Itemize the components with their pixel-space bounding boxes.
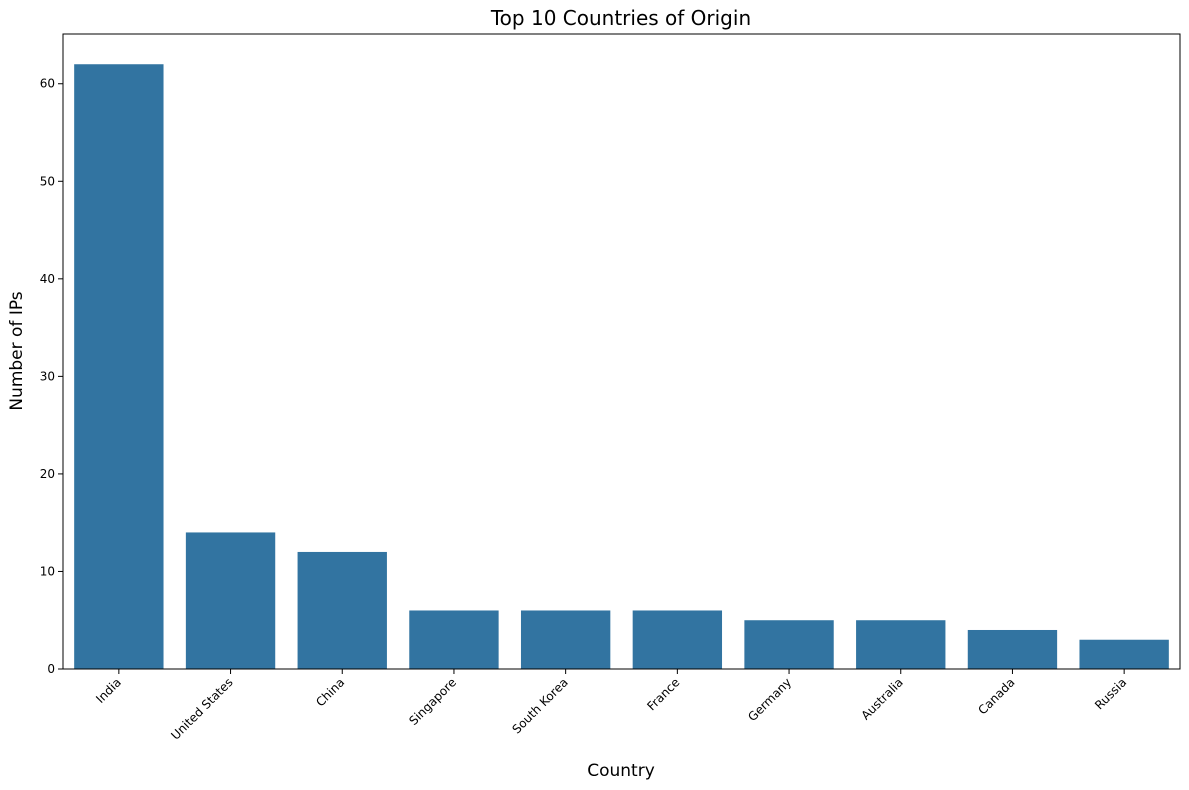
x-tick-label: Canada xyxy=(975,675,1017,717)
bar-france xyxy=(632,610,723,669)
y-tick-label: 30 xyxy=(40,369,55,383)
y-tick-label: 40 xyxy=(40,272,55,286)
bar-russia xyxy=(1079,639,1169,669)
y-axis-title: Number of IPs xyxy=(7,291,27,410)
x-tick-label: United States xyxy=(168,675,235,742)
y-axis: 0 10 20 30 40 50 60 xyxy=(40,77,63,676)
bar-australia xyxy=(856,620,946,669)
y-tick-label: 10 xyxy=(40,564,55,578)
x-axis: India United States China Singapore South Ko… xyxy=(93,669,1129,743)
x-tick-label: Germany xyxy=(745,675,794,724)
chart-title: Top 10 Countries of Origin xyxy=(490,6,751,30)
bar-united-states xyxy=(185,532,276,669)
bar-germany xyxy=(744,620,834,669)
x-tick-label: Australia xyxy=(858,675,905,722)
x-tick-label: China xyxy=(313,675,347,709)
x-tick-label: France xyxy=(644,675,682,713)
x-tick-label: Singapore xyxy=(406,675,459,728)
bar-india xyxy=(74,64,164,669)
y-tick-label: 0 xyxy=(47,662,55,676)
y-tick-label: 50 xyxy=(40,174,55,188)
x-tick-label: Russia xyxy=(1092,675,1129,712)
bars-group xyxy=(74,64,1169,669)
y-tick-label: 20 xyxy=(40,467,55,481)
x-tick-label: India xyxy=(93,675,124,706)
plot-frame xyxy=(62,33,1181,670)
bar-south-korea xyxy=(520,610,611,669)
x-axis-title: Country xyxy=(587,761,655,781)
bar-singapore xyxy=(409,610,499,669)
bar-china xyxy=(297,551,387,669)
x-tick-label: South Korea xyxy=(509,675,570,736)
bar-canada xyxy=(967,629,1058,669)
y-tick-label: 60 xyxy=(40,77,55,91)
